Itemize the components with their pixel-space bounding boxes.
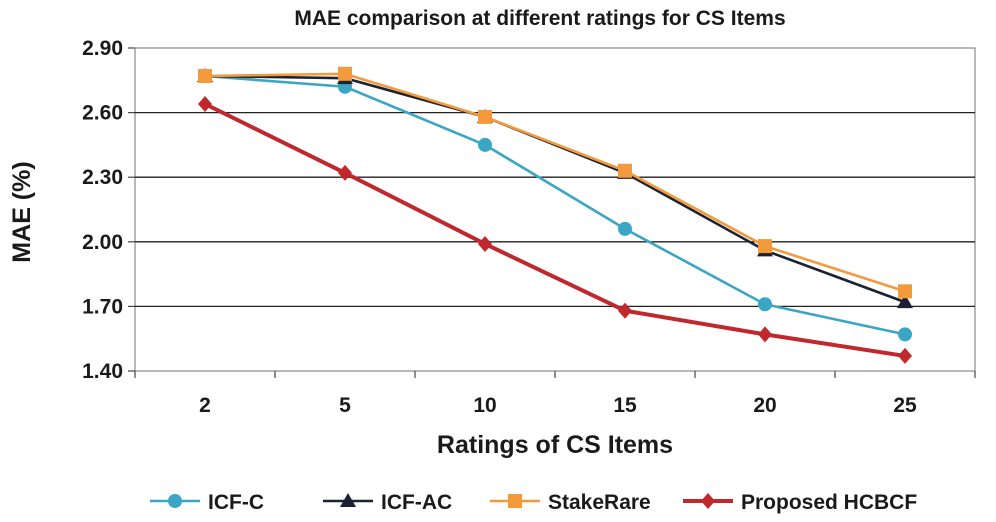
series-line-stakerare <box>204 72 906 293</box>
data-point-stakerare <box>758 239 772 254</box>
data-point-icf-c <box>898 327 912 342</box>
series-line-proposed-hcbcf <box>204 102 906 358</box>
series-line-icf-c <box>204 74 906 336</box>
legend-marker-proposed-hcbcf <box>701 493 715 509</box>
legend-marker-stakerare <box>508 494 522 508</box>
x-axis-label: Ratings of CS Items <box>437 431 673 459</box>
data-point-proposed-hcbcf <box>758 326 772 343</box>
y-tick-label: 2.00 <box>82 231 123 254</box>
legend: ICF-C ICF-AC StakeRare Proposed HCBCF <box>150 491 917 514</box>
data-point-stakerare <box>618 163 632 178</box>
y-tick-label: 1.70 <box>82 295 123 318</box>
data-point-proposed-hcbcf <box>618 302 632 319</box>
data-point-icf-c <box>618 221 632 236</box>
data-point-stakerare <box>198 68 212 83</box>
x-tick-label: 15 <box>613 394 637 417</box>
data-point-icf-ac <box>897 294 913 309</box>
x-tick-label: 2 <box>199 394 211 417</box>
y-tick-label: 1.40 <box>82 360 123 383</box>
data-point-stakerare <box>478 109 492 124</box>
x-tick-label: 10 <box>473 394 496 417</box>
y-axis-label: MAE (%) <box>8 161 36 262</box>
y-tick-label: 2.90 <box>82 37 123 60</box>
data-point-proposed-hcbcf <box>478 235 492 252</box>
data-point-stakerare <box>898 284 912 299</box>
x-tick-label: 5 <box>339 394 351 417</box>
legend-label-proposed-hcbcf: Proposed HCBCF <box>741 491 917 514</box>
data-point-proposed-hcbcf <box>338 164 352 181</box>
legend-marker-icf-c <box>168 494 182 508</box>
y-tick-label: 2.60 <box>82 102 123 125</box>
data-point-stakerare <box>338 66 352 81</box>
legend-label-icf-c: ICF-C <box>208 491 264 514</box>
data-point-icf-c <box>758 297 772 312</box>
plot-area: 1.401.702.002.302.602.902 5 10 15 20 25 <box>82 37 976 417</box>
chart-title: MAE comparison at different ratings for … <box>294 7 785 30</box>
plot-frame <box>134 47 976 372</box>
data-point-proposed-hcbcf <box>898 347 912 364</box>
legend-marker-icf-ac <box>340 493 356 507</box>
legend-label-icf-ac: ICF-AC <box>381 491 452 514</box>
x-tick-label: 25 <box>893 394 917 417</box>
y-tick-label: 2.30 <box>82 166 123 189</box>
legend-label-stakerare: StakeRare <box>548 491 651 514</box>
x-tick-label: 20 <box>753 394 776 417</box>
data-point-icf-c <box>478 137 492 152</box>
data-point-proposed-hcbcf <box>198 95 212 112</box>
